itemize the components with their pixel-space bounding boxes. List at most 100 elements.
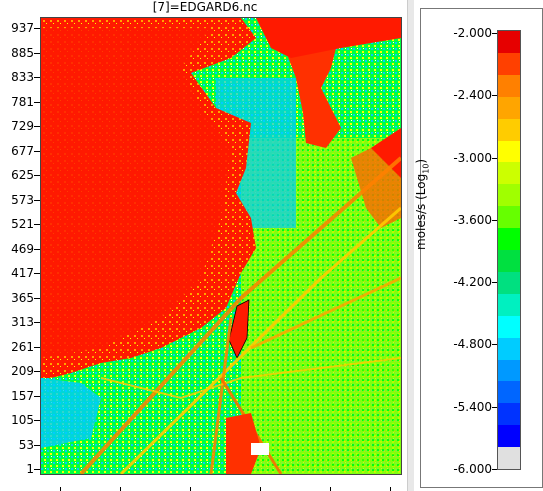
legend-tick-label: -5.400: [453, 399, 492, 414]
colorbar-segment: [498, 140, 520, 163]
colorbar-segment: [498, 359, 520, 382]
colorbar-segment: [498, 337, 520, 360]
colorbar-segment: [498, 228, 520, 251]
y-tick-label: 157: [11, 388, 34, 403]
y-tick-label: 937: [11, 21, 34, 35]
x-tick-mark: [260, 487, 261, 491]
y-axis: 937 885 833 781 729 677 625 573 521 469 417 365 313 2…: [0, 0, 40, 491]
legend-tick-label: -6.000: [453, 462, 492, 476]
no-data-patch: [251, 443, 269, 455]
colorbar-segment: [498, 403, 520, 426]
colorbar-segment: [498, 271, 520, 295]
colorbar-segment: [498, 250, 520, 273]
x-tick-mark: [390, 487, 391, 491]
x-tick-mark: [60, 487, 61, 491]
legend-tick-label: -2.400: [453, 88, 492, 103]
colorbar-segment: [498, 293, 520, 317]
x-tick-mark: [120, 487, 121, 491]
y-tick-label: 365: [11, 290, 34, 305]
legend-tick-label: -4.200: [453, 275, 492, 290]
china-interior: [41, 28, 231, 358]
emission-map[interactable]: [40, 17, 402, 475]
colorbar-segment: [498, 447, 520, 470]
legend-tick-label: -3.600: [453, 212, 492, 227]
y-tick-mark: [34, 77, 40, 78]
y-tick-mark: [34, 199, 40, 201]
emission-map-svg: [41, 18, 401, 474]
legend-tick-label: -2.000: [453, 26, 492, 40]
legend-tick-mark: [492, 95, 497, 97]
y-tick-mark: [34, 224, 40, 225]
y-tick-label: 573: [11, 192, 34, 207]
unit-label: moles/s (Log10): [414, 158, 431, 250]
legend-tick-mark: [492, 469, 497, 470]
vertical-scrollbar[interactable]: [407, 0, 414, 491]
legend-tick-mark: [492, 33, 497, 34]
legend-tick-label: -3.000: [453, 150, 492, 165]
colorbar-segment: [498, 118, 520, 141]
colorbar-segment: [498, 425, 520, 448]
y-tick-mark: [34, 150, 40, 152]
colorbar-segment: [498, 206, 520, 229]
y-tick-label: 105: [11, 413, 34, 427]
legend-tick-mark: [492, 282, 497, 284]
y-tick-label: 521: [11, 217, 34, 231]
y-tick-label: 677: [11, 143, 34, 158]
gulf-of-tonkin: [41, 378, 101, 448]
colorbar-segment: [498, 381, 520, 404]
korea-peninsula: [281, 28, 341, 148]
colorbar-segment: [498, 74, 520, 98]
y-tick-mark: [34, 420, 40, 421]
shipping-lane-4: [209, 317, 233, 474]
colorbar-segment: [498, 184, 520, 207]
legend-tick-mark: [492, 157, 497, 159]
shipping-lane-2: [119, 206, 401, 474]
y-tick-label: 313: [11, 315, 34, 329]
y-tick-mark: [34, 395, 40, 397]
legend-tick-label: -4.800: [453, 337, 492, 352]
korea-north: [256, 18, 401, 58]
map-title: [7]=EDGARD6.nc: [152, 0, 258, 14]
y-tick-mark: [34, 273, 40, 274]
y-tick-mark: [34, 248, 40, 250]
y-tick-label: 261: [11, 339, 34, 354]
colorbar-segment: [498, 31, 520, 54]
y-tick-label: 781: [11, 94, 34, 109]
colorbar-segment: [498, 52, 520, 76]
y-tick-mark: [34, 28, 40, 29]
y-tick-label: 833: [11, 70, 34, 84]
colorbar-segment: [498, 96, 520, 120]
y-tick-mark: [34, 175, 40, 176]
y-tick-mark: [34, 52, 40, 54]
y-tick-label: 1: [26, 462, 34, 476]
y-tick-label: 469: [11, 241, 34, 256]
colorbar-segment: [498, 315, 520, 339]
x-tick-mark: [330, 487, 331, 491]
legend-tick-mark: [492, 344, 497, 346]
colorbar: [497, 30, 521, 470]
y-tick-mark: [34, 469, 40, 470]
y-tick-mark: [34, 346, 40, 348]
legend-tick-mark: [492, 406, 497, 408]
luzon: [226, 413, 261, 474]
x-axis: [40, 475, 402, 491]
y-tick-mark: [34, 444, 40, 446]
y-tick-label: 625: [11, 168, 34, 182]
x-tick-mark: [190, 487, 191, 491]
y-tick-label: 729: [11, 119, 34, 133]
colorbar-segment: [498, 162, 520, 185]
legend-panel: [420, 8, 543, 488]
y-tick-mark: [34, 322, 40, 323]
shipping-lane-1: [79, 156, 401, 474]
y-tick-mark: [34, 371, 40, 372]
shipping-lane-5: [100, 357, 401, 400]
y-tick-mark: [34, 101, 40, 103]
shipping-lane-3: [250, 276, 401, 350]
y-tick-label: 209: [11, 364, 34, 378]
y-tick-label: 53: [18, 437, 34, 452]
y-tick-mark: [34, 297, 40, 299]
y-tick-label: 885: [11, 45, 34, 60]
legend-tick-mark: [492, 219, 497, 221]
y-tick-mark: [34, 126, 40, 127]
y-tick-label: 417: [11, 266, 34, 280]
